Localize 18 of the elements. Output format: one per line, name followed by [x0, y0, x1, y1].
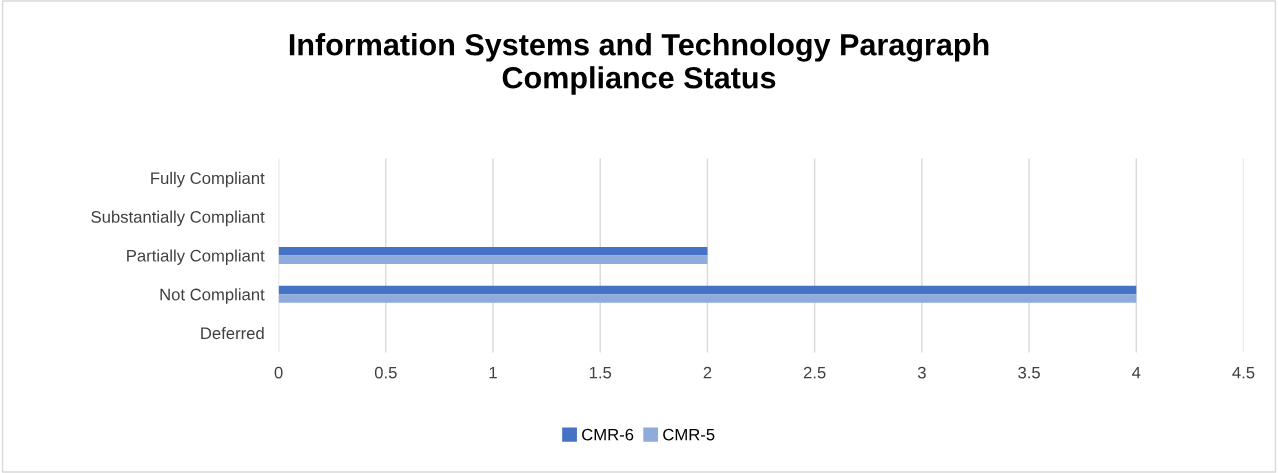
legend-label: CMR-6: [582, 428, 634, 441]
chart-title: Information Systems and Technology Paragraph Compliance Status: [289, 33, 989, 95]
x-tick-label: 1.5: [589, 366, 612, 379]
x-tick-label: 4: [1132, 366, 1141, 379]
x-tick-label: 4.5: [1232, 366, 1255, 379]
x-tick-label: 3: [917, 366, 926, 379]
x-tick-label: 3.5: [1018, 366, 1040, 379]
x-tick-label: 2: [703, 366, 712, 379]
y-tick-label: Not Compliant: [160, 288, 265, 304]
y-tick-label: Deferred: [201, 326, 264, 340]
y-tick-label: Partially Compliant: [127, 249, 265, 265]
x-tick-label: 1: [489, 366, 497, 379]
y-tick-label: Substantially Compliant: [91, 210, 265, 227]
x-tick-label: 0: [274, 366, 283, 379]
y-tick-label: Fully Compliant: [151, 171, 265, 188]
legend-label: CMR-5: [663, 428, 715, 441]
x-tick-label: 0.5: [374, 366, 397, 379]
x-tick-label: 2.5: [803, 366, 826, 379]
